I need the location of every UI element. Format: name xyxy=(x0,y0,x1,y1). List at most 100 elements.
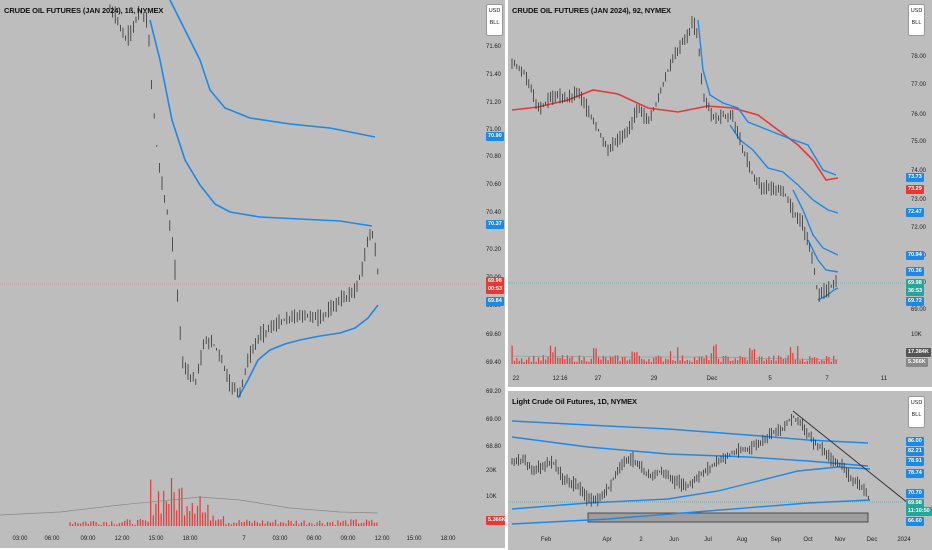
price-tag: 69.72 xyxy=(906,297,924,306)
volume-bar xyxy=(593,348,595,364)
volume-bar xyxy=(792,352,794,364)
volume-bar xyxy=(95,522,97,526)
volume-bar xyxy=(173,492,175,526)
vwap-band-4 xyxy=(807,239,839,273)
top-right-scale-buttons[interactable]: USD BLL xyxy=(908,4,925,36)
top-right-chart-pane[interactable]: CRUDE OIL FUTURES (JAN 2024), 92, NYMEX … xyxy=(508,0,932,387)
price-axis-label: 69.60 xyxy=(486,332,502,338)
volume-bar xyxy=(209,520,212,526)
volume-bar xyxy=(87,523,89,526)
volume-bar xyxy=(749,348,751,364)
pane-divider-vertical[interactable] xyxy=(505,0,508,550)
price-axis-label: 69.40 xyxy=(486,360,502,366)
price-tag: 70.70 xyxy=(906,489,924,498)
volume-bar xyxy=(835,359,837,364)
currency-button[interactable]: USD xyxy=(910,8,923,14)
volume-bar xyxy=(259,523,261,526)
volume-bar xyxy=(653,357,655,364)
price-axis-label: 69.20 xyxy=(486,389,502,395)
unit-button[interactable]: BLL xyxy=(911,20,922,26)
volume-bar xyxy=(204,512,206,526)
volume-bar xyxy=(775,360,777,364)
volume-bar xyxy=(90,521,92,526)
ma-line-1 xyxy=(511,420,869,444)
left-chart-pane[interactable]: CRUDE OIL FUTURES (JAN 2024), 1ß, NYMEX … xyxy=(0,0,505,548)
volume-bar xyxy=(319,520,321,526)
volume-bar xyxy=(768,356,770,364)
volume-bar xyxy=(732,360,734,364)
price-axis-label: 71.00 xyxy=(486,127,502,133)
volume-bar xyxy=(155,503,157,526)
volume-bar xyxy=(79,523,82,526)
volume-bar xyxy=(139,519,141,526)
volume-bar xyxy=(189,511,191,526)
pane-divider-horizontal[interactable] xyxy=(508,387,932,391)
volume-bar xyxy=(233,522,235,526)
volume-bar xyxy=(261,520,264,526)
volume-bar xyxy=(352,520,355,526)
volume-bar xyxy=(126,519,128,526)
volume-bar xyxy=(308,522,310,526)
volume-bar xyxy=(518,360,520,364)
left-scale-buttons[interactable]: USD BLL xyxy=(486,4,503,36)
volume-bar xyxy=(744,357,746,364)
volume-bar xyxy=(334,524,336,526)
price-axis-label: 69.00 xyxy=(486,417,502,423)
top-right-chart-plot[interactable] xyxy=(508,0,932,387)
volume-bar xyxy=(703,358,705,364)
volume-bar xyxy=(667,359,669,364)
volume-bar xyxy=(571,356,573,364)
vwap-band-3 xyxy=(792,189,839,256)
volume-bar xyxy=(648,359,650,364)
bottom-right-chart-pane[interactable]: Light Crude Oil Futures, 1D, NYMEX USD B… xyxy=(508,391,932,550)
volume-bar xyxy=(365,519,368,526)
price-axis-label: 10K xyxy=(911,332,922,338)
time-axis-label: 2024 xyxy=(897,537,911,543)
volume-bar xyxy=(753,348,756,364)
volume-bar xyxy=(542,355,544,364)
price-tag: 11:10:50 xyxy=(906,507,932,516)
vwap-band-1 xyxy=(697,19,837,176)
volume-bar xyxy=(636,352,638,364)
volume-bar xyxy=(306,524,308,526)
volume-bar xyxy=(251,522,253,526)
volume-bar xyxy=(787,355,789,364)
currency-button[interactable]: USD xyxy=(488,8,501,14)
left-chart-plot[interactable] xyxy=(0,0,505,548)
volume-bar xyxy=(785,358,787,364)
unit-button[interactable]: BLL xyxy=(911,412,922,418)
volume-bar xyxy=(756,360,758,364)
volume-bar xyxy=(761,356,763,364)
volume-bar xyxy=(178,488,180,526)
volume-bar xyxy=(277,524,279,526)
bottom-right-chart-plot[interactable] xyxy=(508,391,932,550)
price-tag: 78.74 xyxy=(906,469,924,478)
volume-bar xyxy=(537,357,540,364)
volume-bar xyxy=(545,359,547,364)
volume-bar xyxy=(332,521,334,526)
bottom-right-scale-buttons[interactable]: USD BLL xyxy=(908,396,925,428)
volume-bar xyxy=(300,522,303,526)
volume-bar xyxy=(256,522,258,526)
time-axis-label: Apr xyxy=(602,537,612,543)
volume-bar xyxy=(631,351,633,364)
volume-bar xyxy=(267,521,269,526)
volume-average-line xyxy=(0,496,379,516)
currency-button[interactable]: USD xyxy=(910,400,923,406)
volume-bar xyxy=(717,358,720,364)
volume-bar xyxy=(765,359,768,364)
volume-bar xyxy=(557,357,559,364)
unit-button[interactable]: BLL xyxy=(489,20,500,26)
volume-bar xyxy=(662,361,664,364)
volume-bar xyxy=(339,522,342,526)
volume-bar xyxy=(316,522,318,526)
volume-bar xyxy=(547,356,549,364)
volume-bar xyxy=(554,346,556,364)
volume-bar xyxy=(720,361,722,364)
price-tag: 69.98 xyxy=(906,499,924,508)
volume-bar xyxy=(516,358,518,364)
price-tag: 73.73 xyxy=(906,173,924,182)
volume-bar xyxy=(612,356,614,364)
price-tag: 82.21 xyxy=(906,447,924,456)
volume-bar xyxy=(246,519,248,526)
